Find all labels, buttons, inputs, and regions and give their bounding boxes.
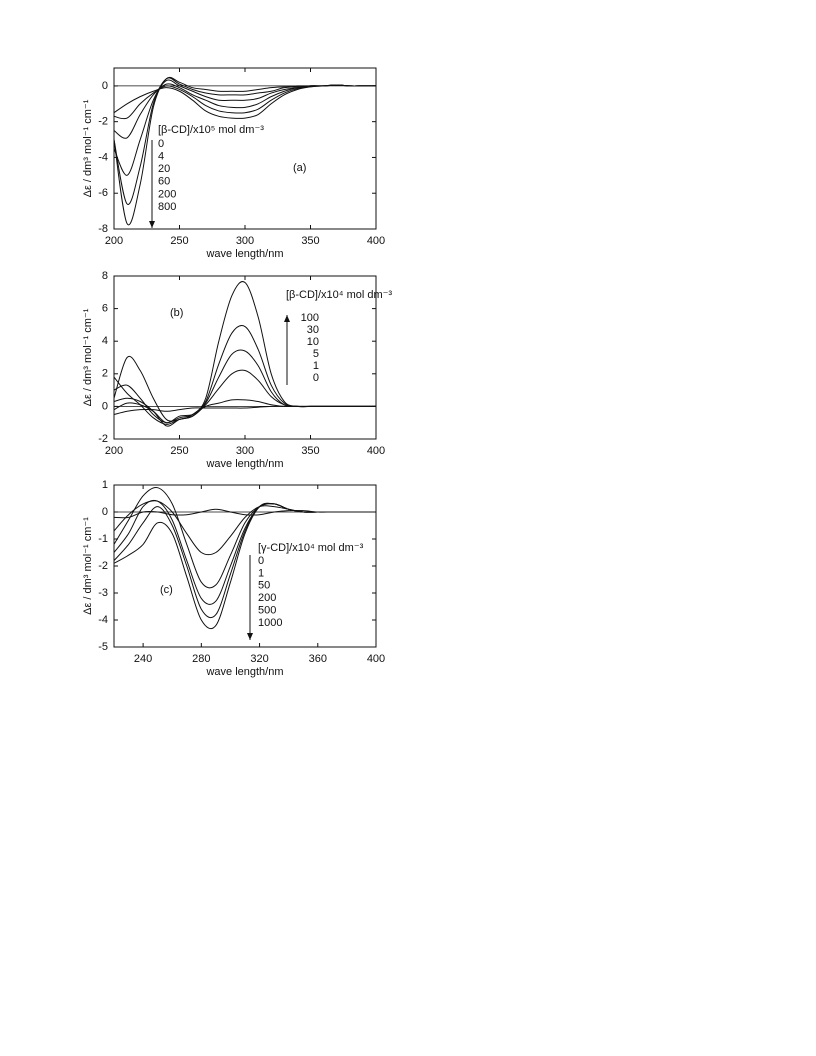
panel-label: (a) bbox=[293, 162, 306, 174]
spectrum-line bbox=[113, 502, 376, 630]
x-tick-label: 200 bbox=[105, 445, 123, 457]
y-axis-label: Δε / dm³ mol⁻¹ cm⁻¹ bbox=[82, 517, 94, 615]
spectrum-line bbox=[113, 486, 376, 589]
spectrum-line bbox=[113, 84, 376, 119]
x-tick-label: 320 bbox=[250, 653, 268, 665]
panel-label: (b) bbox=[170, 307, 183, 319]
y-tick-label: -5 bbox=[98, 641, 108, 653]
x-tick-label: 200 bbox=[105, 235, 123, 247]
x-tick-label: 350 bbox=[301, 235, 319, 247]
spectrum-line bbox=[113, 399, 376, 424]
y-tick-label: -6 bbox=[98, 187, 108, 199]
panel-label: (c) bbox=[160, 584, 173, 596]
legend-arrowhead bbox=[149, 221, 155, 228]
y-tick-label: -2 bbox=[98, 560, 108, 572]
legend-arrowhead bbox=[284, 315, 290, 322]
legend-entry: 10 bbox=[307, 336, 319, 348]
x-tick-label: 400 bbox=[367, 653, 385, 665]
spectrum-line bbox=[113, 77, 376, 205]
y-tick-label: -1 bbox=[98, 533, 108, 545]
y-axis-label: Δε / dm³ mol⁻¹ cm⁻¹ bbox=[82, 308, 94, 406]
x-tick-label: 280 bbox=[192, 653, 210, 665]
legend-entry: 0 bbox=[258, 555, 264, 567]
x-tick-label: 240 bbox=[134, 653, 152, 665]
legend-entry: 0 bbox=[158, 138, 164, 150]
legend-entry: 1 bbox=[258, 567, 264, 579]
plot-frame bbox=[113, 67, 377, 230]
x-tick-label: 250 bbox=[170, 235, 188, 247]
y-tick-label: 2 bbox=[102, 368, 108, 380]
y-tick-label: 0 bbox=[102, 506, 108, 518]
legend-entry: 800 bbox=[158, 201, 176, 213]
x-axis-label: wave length/nm bbox=[205, 458, 283, 470]
legend-entry: 1 bbox=[313, 360, 319, 372]
spectrum-line bbox=[113, 502, 376, 619]
y-tick-label: -2 bbox=[98, 433, 108, 445]
x-tick-label: 300 bbox=[236, 235, 254, 247]
spectrum-line bbox=[113, 405, 376, 416]
y-axis-label: Δε / dm³ mol⁻¹ cm⁻¹ bbox=[82, 99, 94, 197]
y-tick-label: 6 bbox=[102, 303, 108, 315]
y-tick-label: 0 bbox=[102, 400, 108, 412]
legend-title: [β-CD]/x10⁵ mol dm⁻³ bbox=[158, 124, 264, 136]
legend-entry: 100 bbox=[301, 312, 319, 324]
legend-entry: 30 bbox=[307, 324, 319, 336]
y-tick-label: 8 bbox=[102, 270, 108, 282]
legend-title: [β-CD]/x10⁴ mol dm⁻³ bbox=[286, 289, 392, 301]
y-tick-label: -4 bbox=[98, 151, 108, 163]
legend-arrowhead bbox=[247, 633, 253, 640]
legend-entry: 200 bbox=[158, 188, 176, 200]
y-tick-label: -3 bbox=[98, 587, 108, 599]
x-tick-label: 400 bbox=[367, 235, 385, 247]
spectrum-line bbox=[113, 84, 376, 120]
spectrum-line bbox=[113, 76, 376, 226]
y-tick-label: -8 bbox=[98, 223, 108, 235]
x-tick-label: 360 bbox=[309, 653, 327, 665]
legend-title: [γ-CD]/x10⁴ mol dm⁻³ bbox=[258, 542, 364, 554]
spectrum-line bbox=[113, 508, 376, 519]
legend-entry: 200 bbox=[258, 592, 276, 604]
legend-entry: 60 bbox=[158, 176, 170, 188]
legend-entry: 50 bbox=[258, 580, 270, 592]
y-tick-label: 4 bbox=[102, 335, 108, 347]
y-tick-label: 0 bbox=[102, 80, 108, 92]
legend-entry: 0 bbox=[313, 372, 319, 384]
legend-entry: 20 bbox=[158, 163, 170, 175]
x-tick-label: 300 bbox=[236, 445, 254, 457]
legend-entry: 1000 bbox=[258, 617, 282, 629]
x-tick-label: 250 bbox=[170, 445, 188, 457]
y-tick-label: -4 bbox=[98, 614, 108, 626]
x-tick-label: 350 bbox=[301, 445, 319, 457]
legend-entry: 4 bbox=[158, 151, 164, 163]
legend-entry: 5 bbox=[313, 348, 319, 360]
legend-entry: 500 bbox=[258, 605, 276, 617]
x-axis-label: wave length/nm bbox=[205, 666, 283, 678]
y-tick-label: -2 bbox=[98, 116, 108, 128]
spectrum-line bbox=[113, 349, 376, 425]
x-tick-label: 400 bbox=[367, 445, 385, 457]
x-axis-label: wave length/nm bbox=[205, 248, 283, 260]
y-tick-label: 1 bbox=[102, 479, 108, 491]
